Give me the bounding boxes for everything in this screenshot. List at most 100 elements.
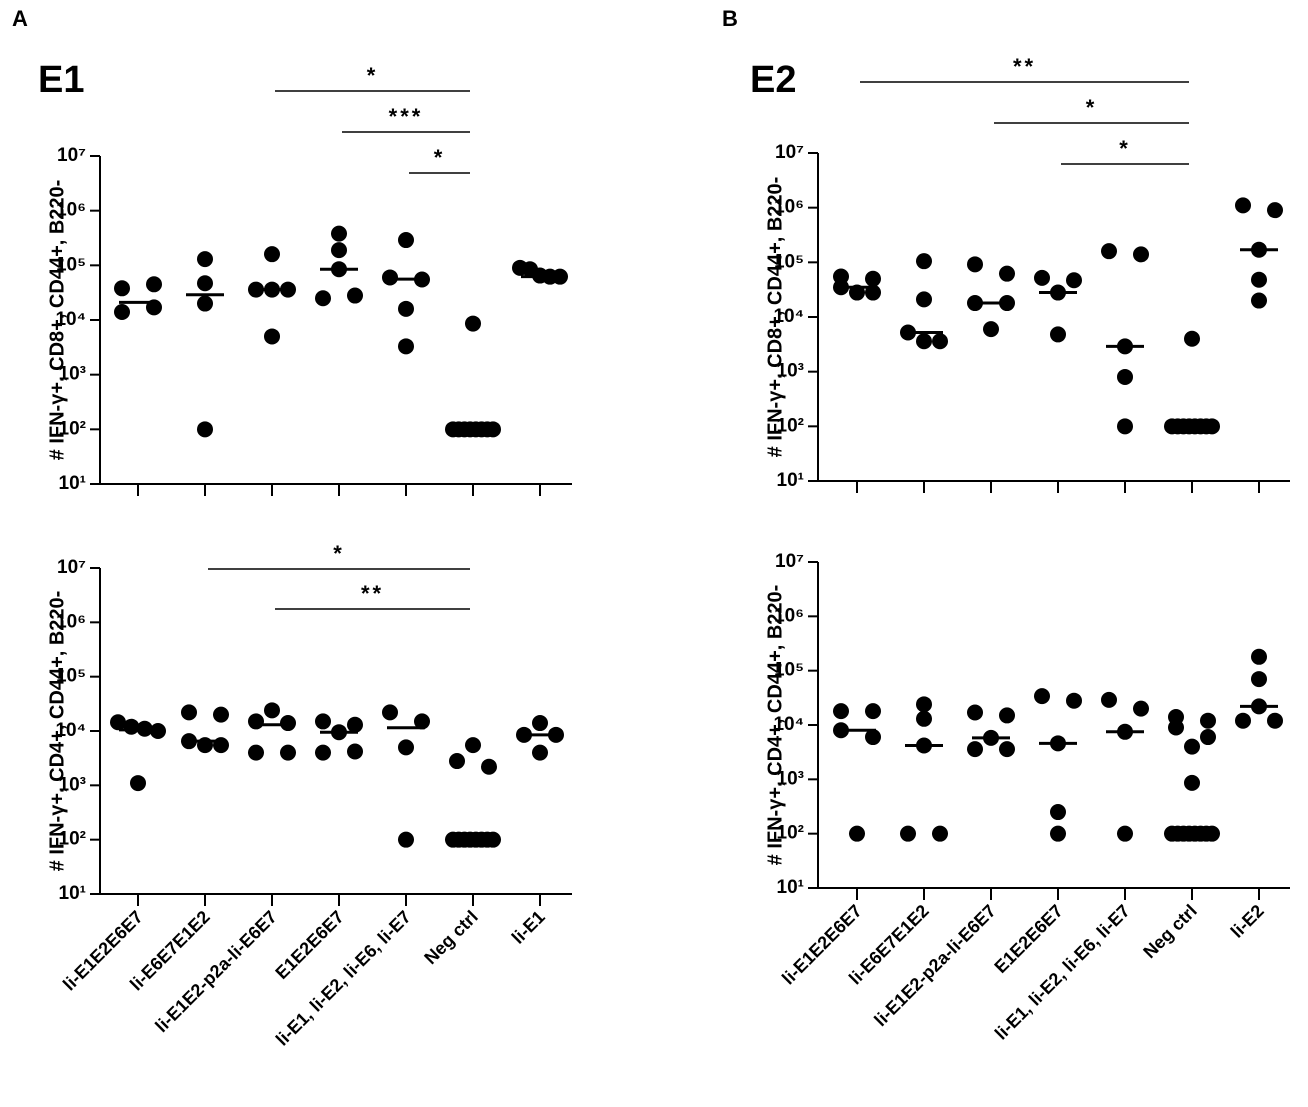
data-point — [865, 729, 881, 746]
data-point — [916, 253, 932, 270]
y-axis-label: # IFN-γ+, CD8+, CD44+, B220- — [46, 180, 68, 461]
data-point — [1184, 738, 1200, 755]
y-tick-label: 10¹ — [59, 473, 86, 494]
significance-label: * — [367, 63, 379, 88]
y-tick-label: 10¹ — [777, 877, 804, 898]
data-point — [465, 737, 481, 754]
data-point — [1050, 326, 1066, 343]
data-point — [197, 737, 213, 754]
data-point — [114, 280, 130, 297]
data-point — [1168, 719, 1184, 736]
data-point — [849, 825, 865, 842]
data-point — [1050, 804, 1066, 821]
data-point — [280, 744, 296, 761]
data-point — [1034, 269, 1050, 286]
data-point — [398, 338, 414, 355]
data-point — [1267, 202, 1283, 219]
data-point — [485, 831, 501, 848]
data-point — [449, 753, 465, 770]
y-tick-label: 10¹ — [59, 883, 86, 904]
y-tick-label: 10⁵ — [56, 254, 86, 275]
data-point — [481, 758, 497, 775]
data-point — [347, 287, 363, 304]
data-point — [315, 290, 331, 307]
data-point — [932, 333, 948, 350]
x-tick-label: li-E1E2-p2a-li-E6E7 — [151, 907, 280, 1036]
data-point — [382, 704, 398, 721]
data-point — [181, 704, 197, 721]
data-point — [1251, 271, 1267, 288]
data-point — [1066, 272, 1082, 289]
y-axis-label: # IFN-γ+, CD8+, CD44+, B220- — [764, 177, 786, 458]
panel-letter: A — [12, 6, 28, 31]
data-point — [197, 275, 213, 292]
x-tick-label: li-E1, li-E2, li-E6, li-E7 — [991, 901, 1134, 1044]
data-point — [833, 703, 849, 720]
y-tick-label: 10³ — [777, 768, 804, 789]
y-tick-label: 10² — [59, 829, 86, 850]
y-tick-label: 10⁶ — [56, 611, 86, 632]
data-point — [1133, 246, 1149, 263]
data-point — [347, 743, 363, 760]
data-point — [967, 256, 983, 273]
data-point — [1184, 330, 1200, 347]
data-point — [1235, 197, 1251, 214]
y-axis-label: # IFN-γ+, CD4+, CD44+, B220- — [764, 585, 786, 866]
data-point — [398, 739, 414, 756]
data-point — [1034, 688, 1050, 705]
data-point — [130, 775, 146, 792]
y-tick-label: 10⁶ — [774, 605, 804, 626]
data-point — [264, 702, 280, 719]
y-tick-label: 10⁴ — [55, 720, 86, 741]
data-point — [1066, 692, 1082, 709]
data-point — [916, 333, 932, 350]
data-point — [983, 321, 999, 338]
y-tick-label: 10² — [777, 823, 804, 844]
data-point — [1251, 648, 1267, 665]
data-point — [110, 714, 126, 731]
data-point — [414, 713, 430, 730]
data-point — [1204, 418, 1220, 435]
significance-label: * — [333, 541, 345, 566]
significance-label: * — [434, 145, 446, 170]
data-point — [1117, 825, 1133, 842]
x-tick-label: li-E1 — [508, 907, 549, 948]
data-point — [146, 276, 162, 293]
data-point — [1235, 712, 1251, 729]
data-point — [999, 707, 1015, 724]
data-point — [197, 421, 213, 438]
data-point — [315, 713, 331, 730]
data-point — [1117, 418, 1133, 435]
y-tick-label: 10⁶ — [774, 197, 804, 218]
data-point — [248, 744, 264, 761]
y-tick-label: 10³ — [777, 361, 804, 382]
x-tick-label: li-E1E2-p2a-li-E6E7 — [870, 901, 999, 1030]
y-tick-label: 10⁵ — [774, 251, 804, 272]
data-point — [382, 269, 398, 286]
y-tick-label: 10⁷ — [57, 145, 86, 166]
significance-label: ** — [361, 581, 384, 606]
data-point — [967, 741, 983, 758]
y-tick-label: 10⁷ — [57, 557, 86, 578]
data-point — [197, 251, 213, 268]
data-point — [213, 737, 229, 754]
data-point — [280, 715, 296, 732]
panel-title: E1 — [38, 59, 84, 101]
significance-label: * — [1119, 136, 1131, 161]
y-tick-label: 10⁴ — [773, 714, 804, 735]
y-tick-label: 10⁷ — [775, 142, 804, 163]
data-point — [248, 713, 264, 730]
panel-letter: B — [722, 6, 738, 31]
data-point — [916, 710, 932, 727]
data-point — [532, 744, 548, 761]
data-point — [331, 242, 347, 259]
data-point — [552, 268, 568, 285]
data-point — [1117, 368, 1133, 385]
data-point — [916, 696, 932, 713]
data-point — [398, 300, 414, 317]
data-point — [485, 421, 501, 438]
data-point — [999, 741, 1015, 758]
data-point — [999, 265, 1015, 282]
data-point — [1050, 825, 1066, 842]
